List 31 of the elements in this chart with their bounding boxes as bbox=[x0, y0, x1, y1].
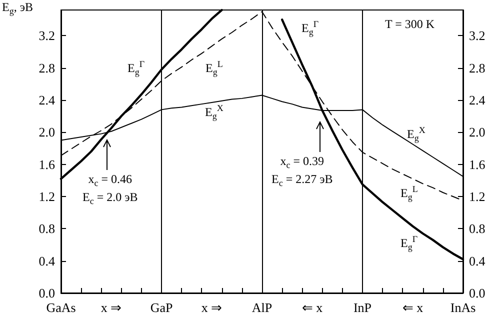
y2-tick-label: 0.8 bbox=[469, 221, 486, 236]
x-tick-label: GaP bbox=[150, 300, 173, 315]
annotation: x$_{c}$ = 0.46 E$_{c}$ = 2.0 эВ bbox=[82, 172, 138, 208]
y-tick-label: 0.4 bbox=[38, 253, 56, 268]
y-tick-label: 0.8 bbox=[38, 221, 55, 236]
x-tick-label: AlP bbox=[252, 300, 272, 315]
y-tick-label: 2.8 bbox=[38, 60, 55, 76]
x-tick-label: InP bbox=[353, 300, 372, 315]
x-tick-label: GaAs bbox=[46, 300, 76, 315]
x-tick-label: InAs bbox=[450, 300, 476, 315]
y2-tick-label: 2.0 bbox=[469, 124, 486, 140]
y-tick-label: 2.0 bbox=[38, 124, 55, 140]
y-axis-title: E$_{g}$, эВ bbox=[2, 0, 33, 18]
y-tick-label: 3.2 bbox=[38, 28, 55, 44]
x-tick-label: ⇐ x bbox=[402, 300, 424, 315]
y-tick-label: 1.2 bbox=[38, 189, 55, 204]
x-tick-label: x ⇒ bbox=[201, 300, 222, 315]
x-tick-label: x ⇒ bbox=[100, 300, 122, 315]
y2-tick-label: 1.2 bbox=[469, 189, 486, 204]
y-tick-label: 0.0 bbox=[38, 286, 55, 300]
y2-tick-label: 1.6 bbox=[469, 156, 486, 172]
y2-tick-label: 2.8 bbox=[469, 60, 486, 76]
annotation: T = 300 K bbox=[385, 17, 435, 31]
y-tick-label: 1.6 bbox=[38, 156, 56, 172]
x-tick-label: ⇐ x bbox=[302, 300, 324, 315]
y2-tick-label: 0.4 bbox=[469, 253, 486, 268]
text: x$_{c}$ = 0.39 E$_{c}$ = 2.27 эВ bbox=[272, 154, 333, 188]
y2-tick-label: 3.2 bbox=[469, 28, 486, 44]
y-tick-label: 2.4 bbox=[38, 92, 56, 108]
y2-tick-label: 2.4 bbox=[469, 92, 486, 108]
y2-tick-label: 0.0 bbox=[469, 286, 486, 300]
